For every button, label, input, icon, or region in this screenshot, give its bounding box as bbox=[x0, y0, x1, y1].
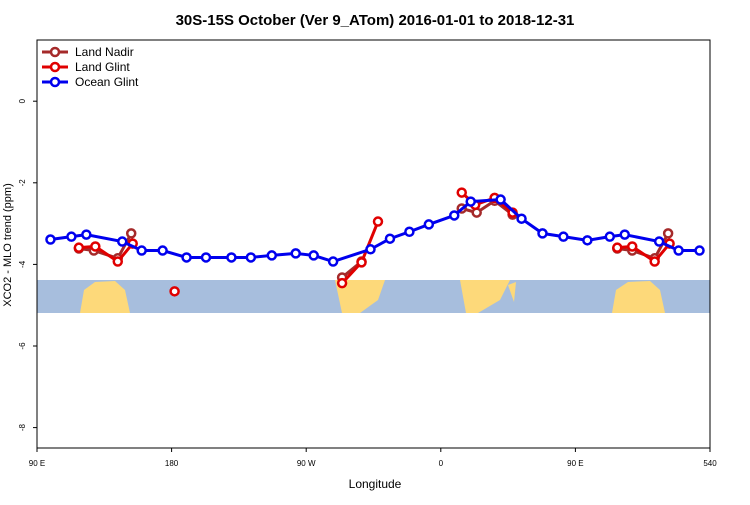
legend-marker bbox=[49, 76, 61, 88]
series-point bbox=[495, 194, 506, 205]
series-point bbox=[626, 241, 638, 252]
series-line bbox=[617, 242, 671, 264]
x-axis-label: Longitude bbox=[349, 477, 402, 491]
series-point bbox=[125, 228, 137, 239]
series-point bbox=[290, 248, 301, 259]
series-point bbox=[384, 233, 396, 244]
x-tick-label: 90 E bbox=[567, 459, 583, 468]
series-point bbox=[465, 196, 476, 207]
series-point bbox=[112, 256, 124, 267]
series-point bbox=[356, 257, 367, 268]
legend-label: Ocean Glint bbox=[75, 75, 139, 89]
y-tick-label: -8 bbox=[18, 423, 27, 431]
chart-title: 30S-15S October (Ver 9_ATom) 2016-01-01 … bbox=[176, 12, 575, 29]
legend-label: Land Nadir bbox=[75, 45, 134, 59]
series-point bbox=[516, 213, 527, 224]
x-tick-label: 180 bbox=[165, 459, 179, 468]
series-point bbox=[537, 228, 548, 239]
series-point bbox=[423, 219, 435, 230]
series-point bbox=[582, 235, 593, 246]
legend-marker bbox=[49, 46, 61, 58]
plot-frame bbox=[36, 39, 711, 449]
series-point bbox=[136, 245, 147, 256]
y-tick-label: -4 bbox=[18, 260, 27, 268]
series-point bbox=[200, 252, 212, 263]
series-point bbox=[73, 242, 85, 253]
series-point bbox=[673, 245, 684, 256]
x-tick-label: 0 bbox=[439, 459, 444, 468]
series-point bbox=[169, 286, 180, 297]
series-point bbox=[81, 229, 92, 240]
series-point bbox=[226, 252, 237, 263]
series-point bbox=[157, 245, 168, 256]
series-point bbox=[558, 231, 569, 242]
series-point bbox=[365, 244, 376, 255]
series-line bbox=[461, 198, 514, 216]
series-point bbox=[336, 277, 348, 289]
series-point bbox=[604, 231, 616, 242]
legend-marker bbox=[49, 61, 61, 73]
y-tick-label: 0 bbox=[18, 98, 27, 103]
series-point bbox=[245, 252, 257, 263]
series-point bbox=[612, 242, 623, 253]
series-point bbox=[308, 250, 319, 261]
series-point bbox=[662, 228, 674, 239]
series-point bbox=[694, 245, 705, 256]
y-tick-label: -6 bbox=[18, 342, 27, 350]
x-tick-label: 90 W bbox=[297, 459, 316, 468]
map-strip bbox=[37, 280, 710, 313]
y-tick-label: -2 bbox=[18, 179, 27, 187]
series-point bbox=[372, 216, 384, 227]
x-tick-label: 90 E bbox=[29, 459, 45, 468]
series-point bbox=[181, 252, 192, 263]
series-point bbox=[266, 250, 278, 261]
series-point bbox=[66, 231, 77, 242]
series-point bbox=[116, 236, 128, 247]
y-axis-label: XCO2 - MLO trend (ppm) bbox=[2, 183, 14, 306]
series-point bbox=[649, 256, 660, 267]
series-point bbox=[449, 210, 460, 221]
series-point bbox=[404, 226, 415, 238]
series-point bbox=[327, 256, 339, 267]
series-point bbox=[90, 241, 101, 252]
x-tick-label: 540 bbox=[703, 459, 717, 468]
series-point bbox=[45, 234, 56, 245]
series-point bbox=[456, 187, 467, 198]
legend-label: Land Glint bbox=[75, 60, 130, 74]
series-point bbox=[619, 229, 631, 240]
series-line bbox=[78, 242, 134, 264]
series-point bbox=[653, 236, 665, 247]
